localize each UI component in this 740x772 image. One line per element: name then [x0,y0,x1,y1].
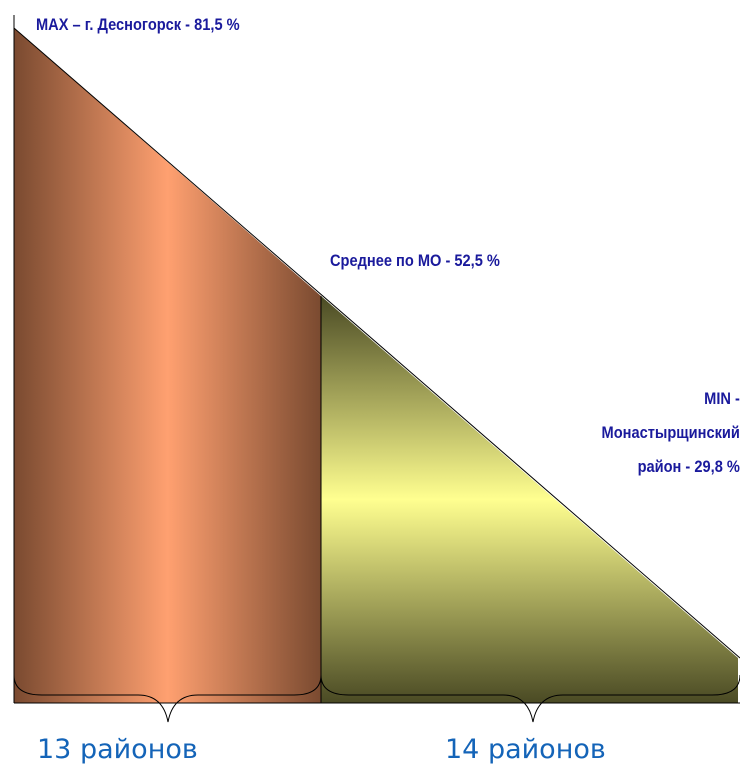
left-group-brace [13,674,322,723]
max-value-label: MAX – г. Десногорск - 81,5 % [36,15,240,34]
average-value-label: Среднее по МО - 52,5 % [330,251,500,270]
descending-line [13,27,740,659]
min-label-line: MIN - [704,389,740,408]
right-group-count: 14 районов [445,734,606,765]
above-average-area [14,28,321,703]
min-label-line: Монастырщинский [601,423,740,442]
left-group-count: 13 районов [37,734,198,765]
min-label-line: район - 29,8 % [637,457,740,476]
right-group-brace [320,674,740,723]
below-average-area [321,296,738,703]
min-value-label: MIN - Монастырщинский район - 29,8 % [602,382,740,484]
